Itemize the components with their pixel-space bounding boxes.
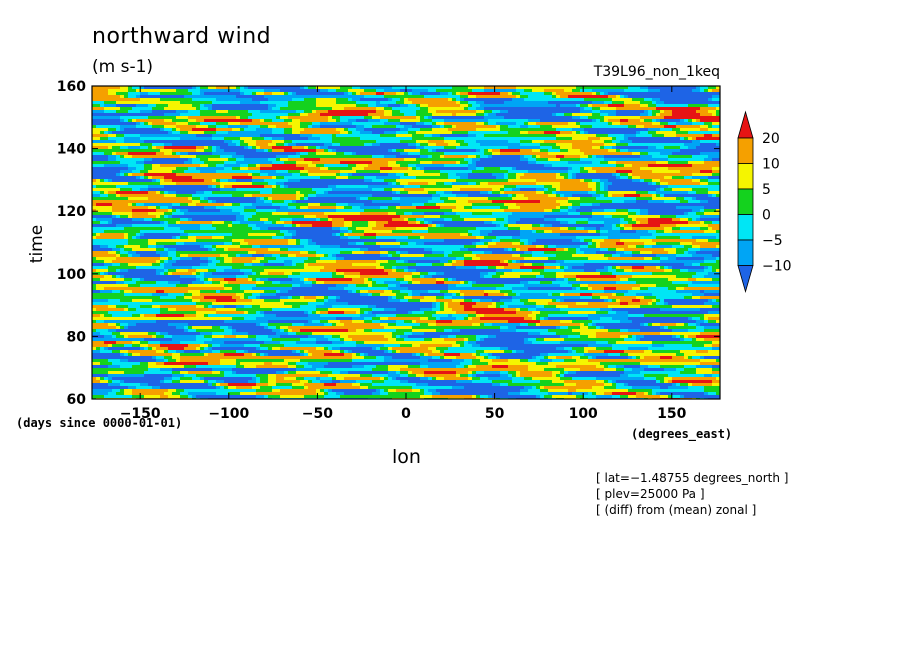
colorbar-swatch [738, 138, 753, 164]
colorbar-label: 20 [762, 131, 780, 147]
x-tick-label: −100 [208, 406, 249, 422]
colorbar-swatch [738, 240, 753, 266]
colorbar-label: 0 [762, 208, 771, 224]
colorbar-swatch [738, 189, 753, 215]
x-tick-label: 0 [401, 406, 411, 422]
colorbar-swatch [738, 215, 753, 241]
y-tick-label: 80 [67, 329, 87, 345]
colorbar-label: 5 [762, 182, 771, 198]
colorbar-label: 10 [762, 157, 780, 173]
y-tick-label: 100 [57, 267, 86, 283]
colorbar-label: −10 [762, 259, 792, 275]
colorbar-swatch [738, 164, 753, 190]
x-tick-label: −150 [120, 406, 161, 422]
x-tick-label: 150 [657, 406, 686, 422]
heatmap-field [92, 86, 721, 402]
x-tick-label: 50 [485, 406, 505, 422]
y-tick-label: 140 [57, 142, 86, 158]
x-tick-label: −50 [302, 406, 333, 422]
colorbar-extend-low [738, 266, 753, 292]
y-tick-label: 60 [67, 392, 87, 408]
colorbar-extend-high [738, 112, 753, 138]
y-tick-label: 120 [57, 204, 86, 220]
colorbar-label: −5 [762, 233, 783, 249]
y-tick-label: 160 [57, 79, 86, 95]
x-tick-label: 100 [569, 406, 598, 422]
colorbar: 20 10 5 0 −5 −10 [738, 112, 792, 292]
